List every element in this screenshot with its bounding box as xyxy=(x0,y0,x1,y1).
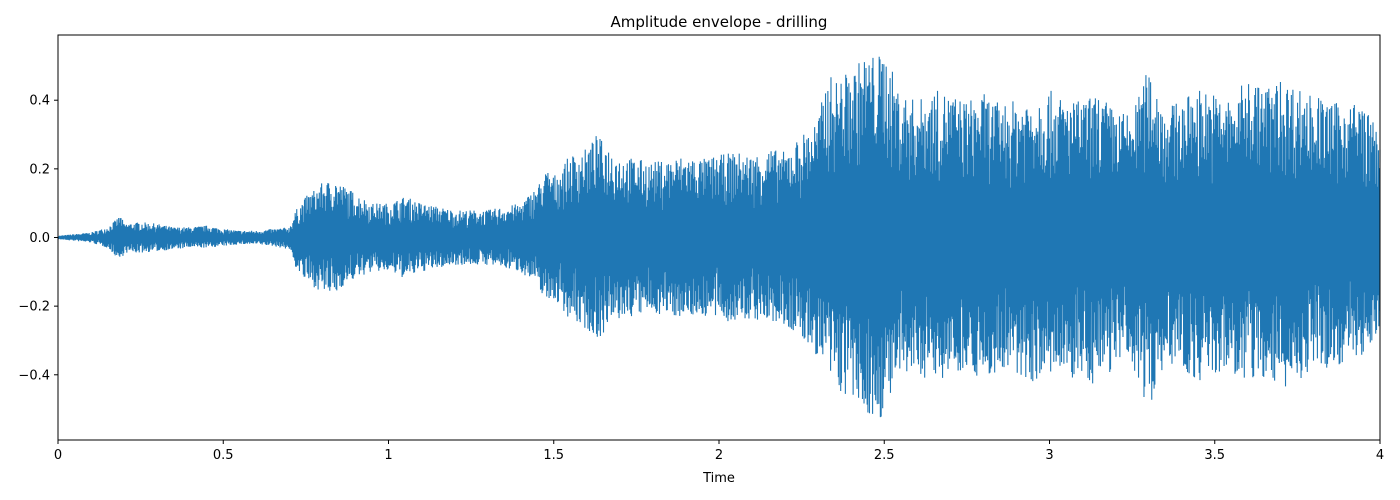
x-tick-label: 0.5 xyxy=(213,448,234,463)
x-tick-label: 3 xyxy=(1045,448,1053,463)
y-axis: −0.4 −0.2 0.0 0.2 0.4 xyxy=(18,94,58,383)
x-tick-label: 4 xyxy=(1376,448,1384,463)
amplitude-waveform-series xyxy=(57,56,1381,418)
x-tick-label: 1.5 xyxy=(543,448,564,463)
y-tick-label: 0.2 xyxy=(29,162,50,177)
y-tick-label: 0.4 xyxy=(29,94,50,109)
y-tick-label: −0.4 xyxy=(18,368,50,383)
x-tick-label: 0 xyxy=(54,448,62,463)
x-axis-label: Time xyxy=(702,471,735,486)
x-tick-label: 3.5 xyxy=(1204,448,1225,463)
x-tick-label: 1 xyxy=(384,448,392,463)
chart-title: Amplitude envelope - drilling xyxy=(611,13,828,31)
x-tick-label: 2.5 xyxy=(874,448,895,463)
plot-area xyxy=(57,56,1381,418)
y-tick-label: 0.0 xyxy=(29,231,50,246)
x-tick-label: 2 xyxy=(715,448,723,463)
y-tick-label: −0.2 xyxy=(18,300,50,315)
x-axis: 0 0.5 1 1.5 2 2.5 3 3.5 4 xyxy=(54,440,1384,463)
